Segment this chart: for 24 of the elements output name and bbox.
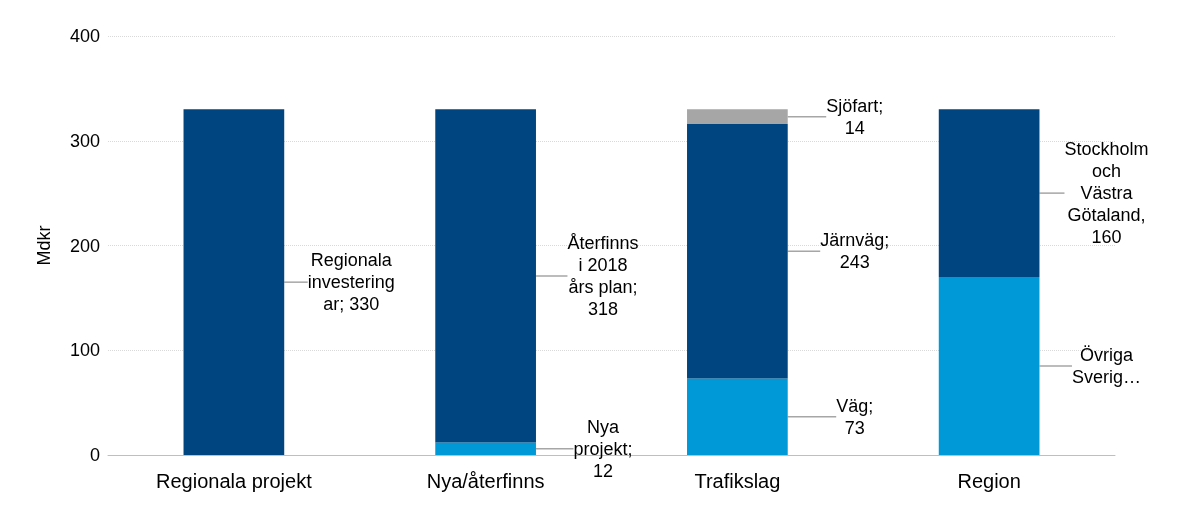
data-label: Stockholm och Västra Götaland, 160 (1064, 139, 1149, 248)
bar (687, 378, 788, 455)
bar (687, 123, 788, 379)
data-label: Sjöfart; 14 (826, 95, 884, 138)
y-tick-label: 400 (69, 26, 100, 46)
y-tick-label: 100 (69, 340, 100, 361)
x-tick-label: Nya/återfinns (426, 470, 545, 492)
x-tick-label: Region (957, 470, 1021, 492)
y-tick-label: 0 (89, 445, 100, 465)
data-label: Återfinns i 2018 års plan; 318 (567, 232, 639, 319)
y-tick-label: 200 (69, 235, 100, 256)
y-axis-title: Mdkr (34, 225, 54, 266)
bar (938, 109, 1040, 277)
x-tick-label: Regionala projekt (156, 470, 313, 492)
x-tick-label: Trafikslag (694, 470, 781, 492)
bar (435, 109, 536, 443)
y-tick-label: 300 (69, 130, 100, 151)
data-label: Övriga Sverig… (1071, 344, 1141, 387)
data-label: Nya projekt; 12 (573, 416, 633, 481)
data-label: Regionala investering ar; 330 (307, 250, 395, 315)
bar (435, 442, 536, 455)
bar (938, 276, 1040, 455)
data-label: Väg; 73 (836, 395, 874, 438)
data-label: Järnväg; 243 (820, 230, 890, 273)
